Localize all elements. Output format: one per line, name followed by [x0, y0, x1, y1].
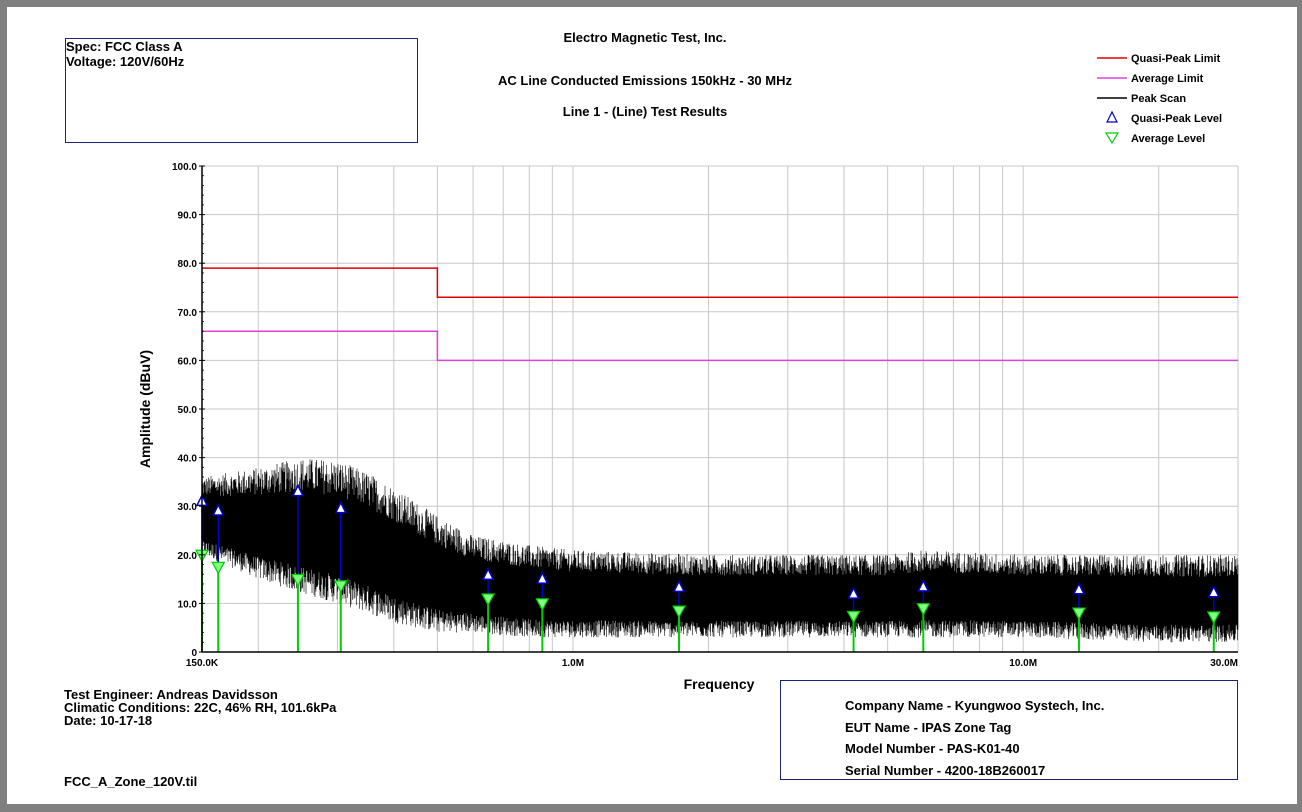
average-level-marker: [846, 610, 861, 624]
y-tick-label: 30.0: [178, 502, 198, 513]
legend-label: Quasi-Peak Level: [1131, 113, 1222, 125]
chart-axes: 0 10.0 20.0 30.0 40.0 50.0 60.0 70.0 80.0 90.0 100…: [137, 162, 1238, 692]
y-tick-label: 50.0: [178, 405, 198, 416]
voltage-text: Voltage: 120V/60Hz: [66, 54, 185, 69]
y-tick-label: 60.0: [178, 356, 198, 367]
legend-label: Peak Scan: [1131, 93, 1186, 105]
x-tick-label: 1.0M: [562, 658, 584, 669]
average-level-marker: [211, 561, 226, 575]
serial-number: Serial Number - 4200-18B260017: [845, 762, 1046, 778]
quasi-peak-limit-line: [202, 267, 1238, 298]
y-tick-label: 100.0: [172, 162, 197, 173]
climate-text: Climatic Conditions: 22C, 46% RH, 101.6k…: [64, 700, 337, 715]
quasi-peak-level-marker: [481, 567, 495, 580]
engineer-text: Test Engineer: Andreas Davidsson: [64, 687, 278, 702]
lab-name: Electro Magnetic Test, Inc.: [563, 30, 727, 45]
spec-box: Spec: FCC Class A Voltage: 120V/60Hz: [65, 38, 418, 143]
y-tick-label: 10.0: [178, 599, 198, 610]
quasi-peak-level-marker: [917, 579, 930, 592]
chart-legend: Quasi-Peak Limit Average Limit Peak Scan Qu…: [1097, 53, 1222, 145]
y-tick-label: 90.0: [178, 211, 198, 222]
test-info: Test Engineer: Andreas Davidsson Climati…: [64, 688, 336, 727]
eut-name: EUT Name - IPAS Zone Tag: [845, 719, 1012, 735]
y-tick-label: 0: [191, 648, 197, 659]
quasi-peak-level-marker: [334, 500, 347, 514]
y-tick-label: 20.0: [178, 551, 198, 562]
quasi-peak-level-marker: [1072, 582, 1086, 595]
average-level-marker: [290, 573, 305, 587]
legend-label: Average Level: [1131, 133, 1205, 145]
quasi-peak-level-marker: [212, 503, 225, 516]
legend-qp-marker-swatch: [1106, 110, 1118, 123]
x-tick-label: 10.0M: [1009, 658, 1037, 669]
peak-scan-trace: [201, 459, 1239, 643]
y-tick-label: 80.0: [178, 259, 198, 270]
legend-label: Quasi-Peak Limit: [1131, 53, 1221, 65]
legend-avg-marker-swatch: [1104, 132, 1120, 145]
x-tick-label: 30.0M: [1210, 658, 1238, 669]
y-tick-label: 70.0: [178, 308, 198, 319]
model-number: Model Number - PAS-K01-40: [845, 741, 1020, 756]
test-title: AC Line Conducted Emissions 150kHz - 30 …: [497, 73, 792, 88]
y-tick-label: 40.0: [178, 454, 198, 465]
quasi-peak-level-marker: [536, 571, 549, 584]
average-level-marker: [1206, 611, 1221, 625]
average-level-marker: [333, 580, 348, 594]
average-level-marker: [671, 605, 687, 619]
average-level-marker: [916, 603, 931, 616]
quasi-peak-level-marker: [847, 586, 860, 599]
peak-scan-line: [201, 459, 1239, 643]
limit-lines: [202, 267, 1238, 362]
quasi-peak-level-marker: [1207, 585, 1220, 598]
y-axis-label: Amplitude (dBuV): [137, 350, 153, 468]
quasi-peak-level-marker: [291, 483, 305, 497]
average-limit-line: [202, 330, 1238, 362]
average-level-marker: [481, 593, 496, 607]
x-axis-label: Frequency: [684, 676, 755, 692]
average-level-marker: [1071, 607, 1086, 621]
x-tick-label: 150.0K: [186, 658, 219, 669]
company-box: Company Name - Kyungwoo Systech, Inc. EU…: [780, 680, 1238, 780]
company-name: Company Name - Kyungwoo Systech, Inc.: [845, 698, 1105, 713]
file-name: FCC_A_Zone_120V.til: [64, 774, 198, 789]
average-level-marker: [535, 598, 550, 612]
line-title: Line 1 - (Line) Test Results: [562, 104, 728, 119]
spec-text: Spec: FCC Class A: [66, 39, 183, 54]
date-text: Date: 10-17-18: [64, 713, 153, 728]
legend-label: Average Limit: [1131, 73, 1204, 85]
report-page: [7, 7, 1297, 804]
quasi-peak-level-marker: [672, 579, 686, 593]
